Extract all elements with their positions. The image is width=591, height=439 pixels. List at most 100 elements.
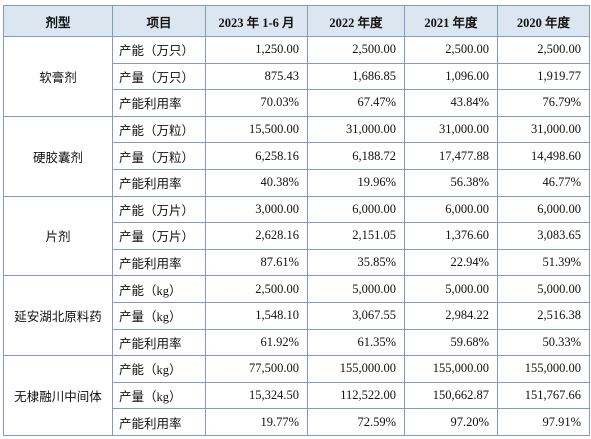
capacity-table: 剂型 项目 2023 年 1-6 月 2022 年度 2021 年度 2020 年度 软膏…	[3, 5, 590, 436]
value-cell: 5,000.00	[404, 275, 498, 303]
value-cell: 35.85%	[307, 248, 405, 277]
item-cell: 产量（万片）	[112, 222, 206, 250]
value-cell: 56.38%	[404, 168, 498, 197]
table-row: 产量（万片） 2,628.16 2,151.05 1,376.60 3,083.65	[4, 222, 590, 250]
item-cell: 产量（kg）	[112, 381, 206, 410]
value-cell: 2,151.05	[307, 222, 405, 250]
item-cell: 产能（kg）	[112, 275, 206, 303]
value-cell: 1,548.10	[205, 301, 308, 330]
item-cell: 产量（万粒）	[112, 142, 206, 170]
value-cell: 77,500.00	[205, 355, 308, 383]
table-row: 产量（万粒） 6,258.16 6,188.72 17,477.88 14,498.60	[4, 142, 590, 170]
value-cell: 2,500.00	[404, 36, 498, 64]
value-cell: 19.77%	[205, 408, 308, 436]
value-cell: 50.33%	[497, 328, 590, 357]
value-cell: 155,000.00	[404, 355, 498, 383]
value-cell: 2,516.38	[497, 301, 590, 330]
value-cell: 6,000.00	[307, 195, 405, 224]
value-cell: 31,000.00	[497, 115, 590, 144]
item-cell: 产能利用率	[112, 89, 206, 117]
table-row: 产能利用率 70.03% 67.47% 43.84% 76.79%	[4, 89, 590, 117]
value-cell: 15,324.50	[205, 381, 308, 410]
value-cell: 70.03%	[205, 89, 308, 117]
table-row: 产能利用率 87.61% 35.85% 22.94% 51.39%	[4, 248, 590, 277]
table-row: 产量（kg） 15,324.50 112,522.00 150,662.87 151,7…	[4, 381, 590, 410]
table-row: 产量（万只） 875.43 1,686.85 1,096.00 1,919.77	[4, 62, 590, 91]
group-name: 无棣融川中间体	[3, 355, 113, 436]
value-cell: 6,000.00	[497, 195, 590, 224]
table-row: 延安湖北原料药 产能（kg） 2,500.00 5,000.00 5,000.00 5,0…	[3, 275, 590, 357]
value-cell: 72.59%	[307, 408, 405, 436]
value-cell: 151,767.66	[497, 381, 590, 410]
item-cell: 产能（万片）	[112, 195, 206, 224]
value-cell: 6,000.00	[404, 195, 498, 224]
value-cell: 112,522.00	[307, 381, 405, 410]
value-cell: 51.39%	[497, 248, 590, 277]
table-row: 产能利用率 40.38% 19.96% 56.38% 46.77%	[4, 168, 590, 197]
value-cell: 31,000.00	[404, 115, 498, 144]
group-name: 硬胶囊剂	[3, 115, 113, 197]
header-cell: 项目	[112, 5, 206, 37]
table-row: 片剂 产能（万片） 3,000.00 6,000.00 6,000.00 6,000.00	[3, 195, 590, 277]
value-cell: 875.43	[205, 62, 308, 91]
value-cell: 1,250.00	[205, 36, 308, 64]
value-cell: 3,067.55	[307, 301, 405, 330]
value-cell: 46.77%	[497, 168, 590, 197]
table-row: 产能利用率 19.77% 72.59% 97.20% 97.91%	[4, 408, 590, 436]
header-row: 剂型 项目 2023 年 1-6 月 2022 年度 2021 年度 2020 年度	[3, 5, 590, 37]
value-cell: 61.92%	[205, 328, 308, 357]
value-cell: 1,376.60	[404, 222, 498, 250]
item-cell: 产量（万只）	[112, 62, 206, 91]
value-cell: 2,628.16	[205, 222, 308, 250]
value-cell: 3,000.00	[205, 195, 308, 224]
value-cell: 97.91%	[497, 408, 590, 436]
value-cell: 97.20%	[404, 408, 498, 436]
header-cell: 2021 年度	[404, 5, 498, 37]
group-name: 片剂	[3, 195, 113, 277]
item-cell: 产能利用率	[112, 248, 206, 277]
table-row: 硬胶囊剂 产能（万粒） 15,500.00 31,000.00 31,000.00 31,…	[3, 115, 590, 197]
value-cell: 22.94%	[404, 248, 498, 277]
value-cell: 15,500.00	[205, 115, 308, 144]
value-cell: 87.61%	[205, 248, 308, 277]
value-cell: 31,000.00	[307, 115, 405, 144]
item-cell: 产能利用率	[112, 408, 206, 436]
value-cell: 2,984.22	[404, 301, 498, 330]
item-cell: 产量（kg）	[112, 301, 206, 330]
value-cell: 5,000.00	[307, 275, 405, 303]
item-cell: 产能（kg）	[112, 355, 206, 383]
item-cell: 产能利用率	[112, 328, 206, 357]
table-row: 无棣融川中间体 产能（kg） 77,500.00 155,000.00 155,000.…	[3, 355, 590, 436]
value-cell: 155,000.00	[497, 355, 590, 383]
value-cell: 150,662.87	[404, 381, 498, 410]
value-cell: 3,083.65	[497, 222, 590, 250]
value-cell: 67.47%	[307, 89, 405, 117]
item-cell: 产能（万粒）	[112, 115, 206, 144]
item-cell: 产能利用率	[112, 168, 206, 197]
value-cell: 17,477.88	[404, 142, 498, 170]
value-cell: 40.38%	[205, 168, 308, 197]
value-cell: 76.79%	[497, 89, 590, 117]
value-cell: 155,000.00	[307, 355, 405, 383]
value-cell: 2,500.00	[497, 36, 590, 64]
header-cell: 剂型	[3, 5, 113, 37]
value-cell: 19.96%	[307, 168, 405, 197]
table-row: 软膏剂 产能（万只） 1,250.00 2,500.00 2,500.00 2,500.0…	[3, 36, 590, 117]
group-name: 软膏剂	[3, 36, 113, 117]
header-cell: 2022 年度	[307, 5, 405, 37]
header-cell: 2020 年度	[497, 5, 590, 37]
value-cell: 59.68%	[404, 328, 498, 357]
item-cell: 产能（万只）	[112, 36, 206, 64]
value-cell: 14,498.60	[497, 142, 590, 170]
group-name: 延安湖北原料药	[3, 275, 113, 357]
header-cell: 2023 年 1-6 月	[205, 5, 308, 37]
value-cell: 6,258.16	[205, 142, 308, 170]
value-cell: 6,188.72	[307, 142, 405, 170]
value-cell: 1,919.77	[497, 62, 590, 91]
table-body: 软膏剂 产能（万只） 1,250.00 2,500.00 2,500.00 2,500.0…	[3, 36, 590, 436]
value-cell: 61.35%	[307, 328, 405, 357]
table-header: 剂型 项目 2023 年 1-6 月 2022 年度 2021 年度 2020 年度	[3, 5, 590, 37]
value-cell: 5,000.00	[497, 275, 590, 303]
value-cell: 2,500.00	[205, 275, 308, 303]
